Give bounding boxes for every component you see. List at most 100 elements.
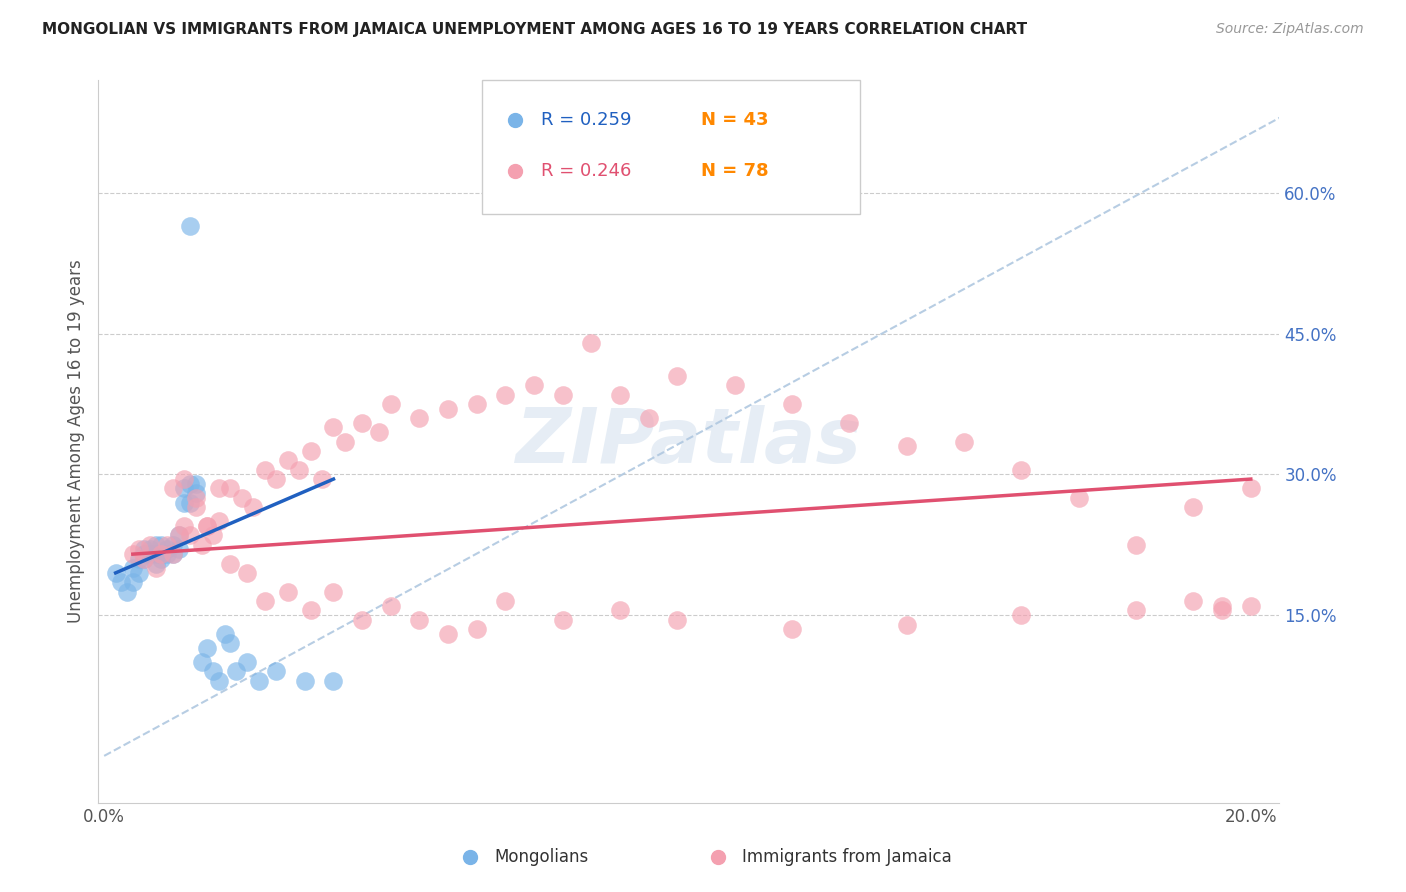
Point [495,387,517,401]
Point [202,665,225,679]
Point [162,547,184,561]
Point [437,627,460,641]
Point [247,673,270,688]
FancyBboxPatch shape [482,80,860,214]
Point [134,547,156,561]
Point [173,482,195,496]
Point [184,476,207,491]
Point [333,434,356,449]
Point [264,665,287,679]
Point [145,538,167,552]
Point [1125,603,1147,617]
Text: N = 78: N = 78 [700,161,768,179]
Point [609,387,631,401]
Point [190,655,212,669]
Point [225,665,247,679]
Point [666,368,689,383]
Point [195,519,218,533]
Point [179,219,201,233]
Point [294,673,316,688]
Text: ZIPatlas: ZIPatlas [516,405,862,478]
Point [236,566,259,580]
Point [167,528,190,542]
Point [637,411,659,425]
Point [134,551,156,566]
Point [380,397,402,411]
Point [264,472,287,486]
Point [277,584,299,599]
Point [1240,482,1263,496]
Point [184,491,207,505]
Point [208,482,231,496]
Point [495,594,517,608]
Point [150,547,173,561]
Point [1011,463,1033,477]
Point [896,617,918,632]
Point [115,584,138,599]
Point [1011,608,1033,623]
Point [121,561,143,575]
Y-axis label: Unemployment Among Ages 16 to 19 years: Unemployment Among Ages 16 to 19 years [66,260,84,624]
Point [195,519,218,533]
Point [145,561,167,575]
Point [465,622,488,636]
Point [231,491,253,505]
Point [1240,599,1263,613]
Point [173,519,195,533]
Point [780,622,803,636]
Point [179,476,201,491]
Point [134,542,156,557]
Point [167,528,190,542]
Point [236,655,259,669]
Point [408,613,430,627]
Point [1182,594,1205,608]
Point [288,463,311,477]
Point [150,551,173,566]
Text: Mongolians: Mongolians [494,848,588,866]
Point [208,673,231,688]
Point [253,463,276,477]
Point [156,538,179,552]
Point [145,557,167,571]
Point [162,538,184,552]
Point [437,401,460,416]
Point [184,500,207,515]
Point [299,444,322,458]
Point [609,603,631,617]
Point [190,538,212,552]
Point [128,542,150,557]
Point [179,528,201,542]
Text: Immigrants from Jamaica: Immigrants from Jamaica [742,848,952,866]
Point [179,495,201,509]
Point [953,434,976,449]
Point [139,542,162,557]
Point [1067,491,1090,505]
Point [104,566,127,580]
Point [110,575,132,590]
Point [838,416,860,430]
Point [121,547,143,561]
Point [896,439,918,453]
Point [195,640,218,655]
Point [352,416,374,430]
Point [551,613,574,627]
Point [242,500,264,515]
Point [299,603,322,617]
Point [219,557,242,571]
Point [156,542,179,557]
Point [128,566,150,580]
Point [322,420,344,434]
Point [380,599,402,613]
Point [523,378,546,392]
Point [322,673,344,688]
Point [173,472,195,486]
Point [139,547,162,561]
Point [156,547,179,561]
Point [277,453,299,467]
Point [145,547,167,561]
Point [134,551,156,566]
Point [311,472,333,486]
Point [128,551,150,566]
Point [408,411,430,425]
Point [173,495,195,509]
